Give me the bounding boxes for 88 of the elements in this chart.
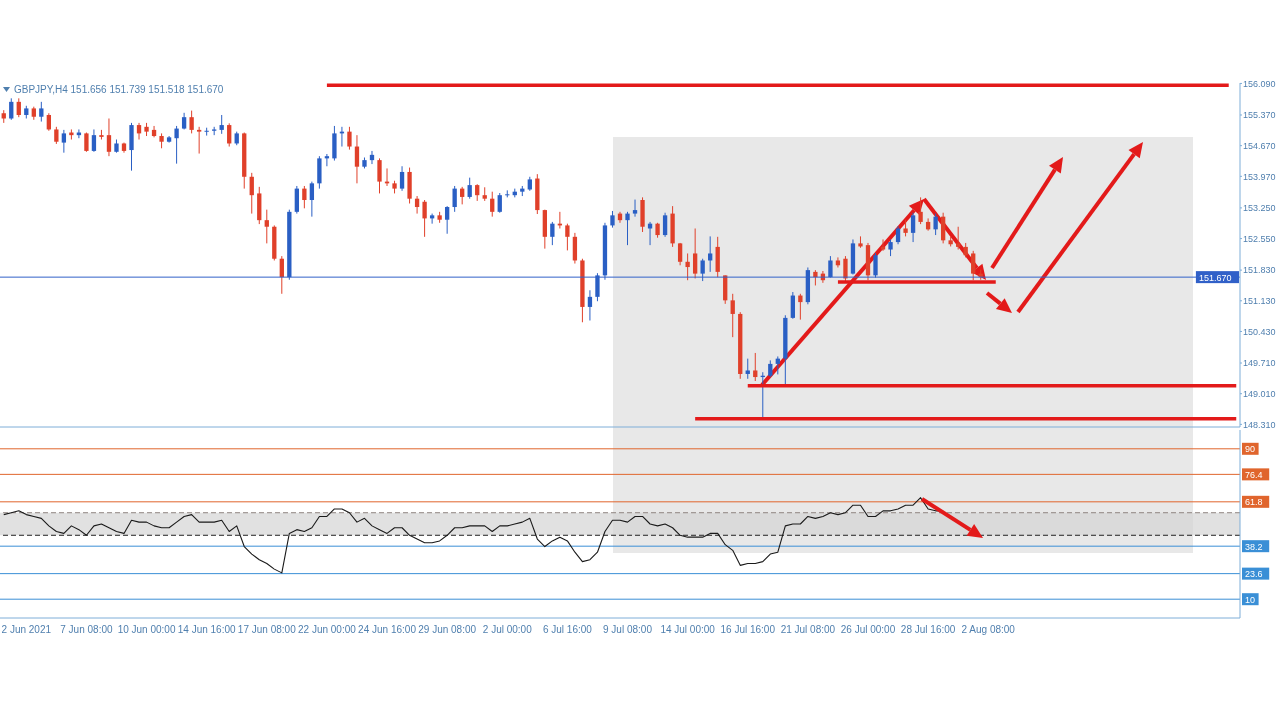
x-tick-label: 2 Jun 2021: [1, 624, 52, 636]
candlestick: [843, 255, 848, 282]
candlestick: [249, 172, 254, 215]
x-tick-label: 9 Jul 08:00: [603, 624, 653, 636]
y-tick-label: 149.010: [1243, 388, 1276, 399]
x-tick-label: 24 Jun 16:00: [358, 624, 417, 636]
candlestick: [91, 128, 97, 153]
ref-line-label: 90: [1245, 444, 1256, 455]
candlestick: [572, 232, 578, 265]
candlestick: [880, 238, 886, 252]
candlestick: [587, 289, 593, 322]
candlestick: [377, 157, 382, 194]
candlestick: [444, 205, 450, 235]
ref-line-label: 76.4: [1245, 469, 1263, 480]
candlestick: [565, 223, 570, 251]
candlestick: [227, 122, 232, 148]
x-tick-label: 14 Jun 16:00: [177, 624, 237, 636]
candlestick: [422, 199, 427, 238]
candlestick: [497, 192, 502, 214]
candlestick: [730, 293, 735, 338]
candlestick: [692, 227, 698, 279]
candlestick: [956, 226, 961, 251]
candlestick: [219, 114, 224, 135]
x-tick-label: 2 Aug 08:00: [961, 624, 1016, 636]
y-tick-label: 155.370: [1243, 110, 1276, 121]
y-tick-label: 149.710: [1243, 358, 1276, 369]
candlestick: [452, 185, 457, 213]
candlestick: [790, 291, 795, 320]
candlestick: [910, 212, 916, 243]
x-tick-label: 29 Jun 08:00: [418, 624, 477, 636]
y-tick-label: 148.310: [1243, 419, 1276, 430]
x-tick-label: 17 Jun 08:00: [237, 624, 297, 636]
candlestick: [632, 199, 638, 218]
x-tick-label: 21 Jul 08:00: [780, 624, 836, 636]
candlestick: [106, 118, 112, 157]
candlestick: [309, 181, 315, 218]
ref-line-label: 10: [1245, 594, 1256, 605]
candlestick: [39, 101, 44, 123]
y-tick-label: 151.130: [1243, 295, 1276, 306]
candlestick: [625, 211, 630, 246]
candlestick: [933, 213, 938, 236]
y-tick-label: 152.550: [1243, 233, 1276, 244]
chart-title: GBPJPY,H4 151.656 151.739 151.518 151.670: [14, 84, 224, 95]
candlestick: [753, 352, 758, 382]
candlestick: [971, 250, 976, 281]
candlestick: [798, 293, 803, 321]
candlestick: [940, 212, 946, 244]
candlestick: [685, 252, 690, 281]
candlestick: [264, 209, 269, 244]
x-tick-label: 28 Jul 16:00: [900, 624, 956, 636]
x-tick-label: 22 Jun 00:00: [298, 624, 357, 636]
candlestick: [354, 134, 360, 184]
x-tick-label: 14 Jul 00:00: [660, 624, 716, 636]
candlestick: [490, 191, 495, 218]
candlestick: [399, 165, 405, 192]
y-tick-label: 154.670: [1243, 140, 1276, 151]
candlestick: [918, 196, 923, 225]
candlestick: [61, 129, 67, 154]
y-tick-label: 151.830: [1243, 265, 1276, 276]
candlestick: [16, 97, 21, 118]
ref-line-label: 61.8: [1245, 497, 1263, 508]
candlestick: [294, 185, 299, 215]
y-tick-label: 153.970: [1243, 171, 1276, 182]
x-tick-label: 2 Jul 00:00: [482, 624, 533, 636]
candlestick: [550, 221, 555, 246]
x-tick-label: 10 Jun 00:00: [117, 624, 176, 636]
candlestick: [745, 358, 750, 380]
y-tick-label: 153.250: [1243, 203, 1276, 214]
candlestick: [662, 212, 668, 238]
x-tick-label: 7 Jun 08:00: [60, 624, 113, 636]
candlestick: [429, 213, 435, 225]
x-tick-label: 16 Jul 16:00: [720, 624, 776, 636]
candlestick: [174, 125, 179, 165]
candlestick: [467, 177, 472, 200]
x-tick-label: 26 Jul 00:00: [840, 624, 896, 636]
ref-line-label: 23.6: [1245, 569, 1263, 580]
candlestick: [196, 126, 202, 155]
y-tick-label: 156.090: [1243, 78, 1276, 89]
y-tick-label: 150.430: [1243, 326, 1276, 337]
candlestick: [189, 110, 194, 134]
candlestick: [347, 126, 352, 151]
candlestick: [69, 128, 74, 141]
x-tick-label: 6 Jul 16:00: [542, 624, 593, 636]
ref-line-label: 38.2: [1245, 541, 1263, 552]
candlestick: [708, 235, 713, 273]
ref-line-label: 151.670: [1198, 272, 1232, 283]
candlestick: [835, 256, 841, 268]
candlestick: [302, 185, 307, 209]
